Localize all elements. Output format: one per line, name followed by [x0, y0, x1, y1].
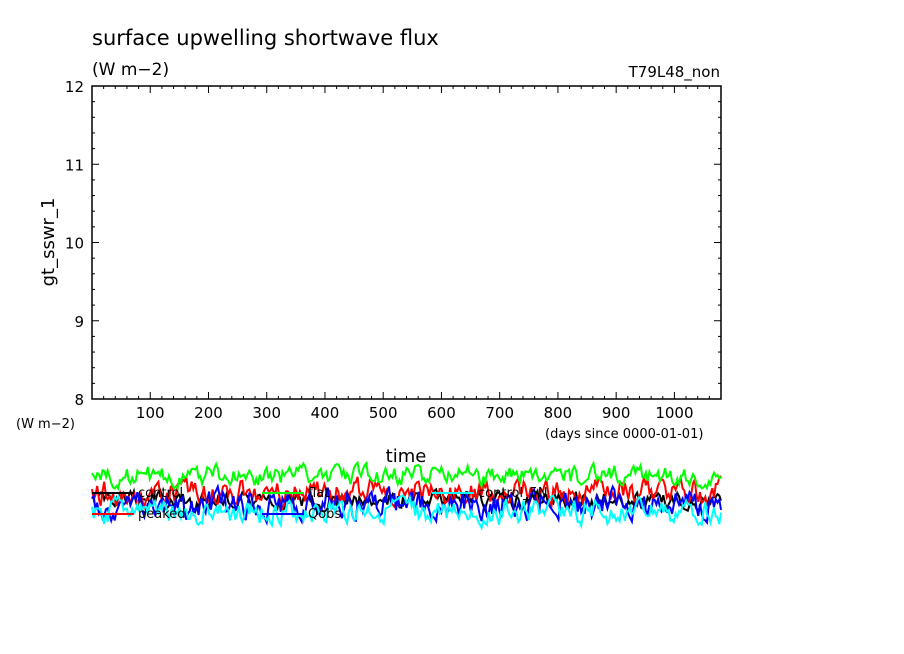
chart-title: surface upwelling shortwave flux [92, 26, 439, 50]
legend-label: control_5N [478, 486, 548, 501]
x-tick-labels: 100 200 300 400 500 600 700 800 900 1000 [136, 404, 694, 422]
y-axis-label: gt_sswr_1 [38, 198, 59, 287]
plot-frame [91, 85, 722, 400]
legend-label: Qobs [308, 507, 341, 522]
series-line-qobs [91, 483, 722, 527]
y-tick-label: 11 [65, 156, 84, 174]
x-tick-label: 800 [544, 404, 573, 422]
x-axis-label: time [386, 446, 427, 467]
x-tick-label: 100 [136, 404, 165, 422]
x-tick-label: 600 [427, 404, 456, 422]
x-tick-label: 200 [194, 404, 223, 422]
legend-label: control [138, 486, 183, 501]
series-layer [91, 460, 722, 531]
y-tick-label: 10 [65, 235, 84, 253]
title-units: (W m−2) [92, 60, 169, 80]
series-line-flat [91, 460, 722, 492]
legend-label: peaked [138, 507, 186, 522]
run-label: T79L48_non [628, 63, 720, 82]
x-axis-units: (days since 0000-01-01) [545, 427, 703, 442]
y-tick-label: 9 [74, 313, 84, 331]
y-tick-label: 8 [74, 391, 84, 409]
x-tick-label: 900 [602, 404, 631, 422]
x-tick-label: 300 [252, 404, 281, 422]
series-line-control-5n [91, 493, 722, 531]
legend-label: flat [308, 486, 329, 501]
y-units-lower: (W m−2) [16, 417, 75, 432]
y-tick-labels: 8 9 10 11 12 [65, 78, 84, 409]
y-tick-label: 12 [65, 78, 84, 96]
legend: control peaked flat Qobs control_5N [92, 486, 548, 522]
x-tick-label: 400 [311, 404, 340, 422]
x-tick-label: 700 [485, 404, 514, 422]
x-tick-label: 500 [369, 404, 398, 422]
axis-ticks [92, 85, 721, 400]
x-tick-label: 1000 [655, 404, 693, 422]
